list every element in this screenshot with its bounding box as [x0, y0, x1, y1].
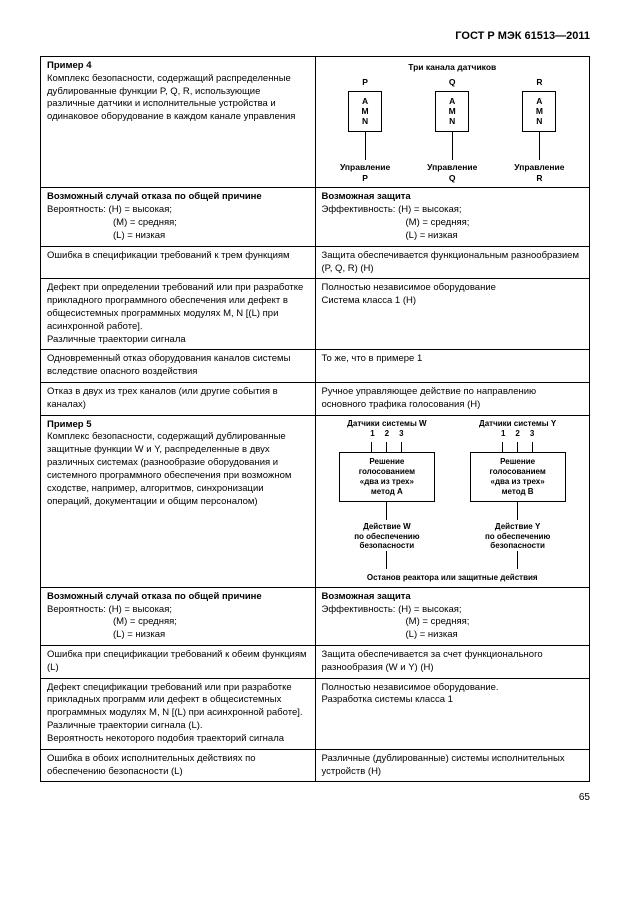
hdr5-left: Возможный случай отказа по общей причине… — [41, 587, 316, 645]
row5-1-r: Полностью независимое оборудование. Разр… — [315, 678, 590, 749]
row4-3-l: Отказ в двух из трех каналов (или другие… — [41, 383, 316, 416]
sysy-vline — [517, 502, 518, 520]
channel-r-label-top: R — [536, 77, 542, 88]
channel-p: P AMN УправлениеP — [340, 77, 390, 184]
page-container: ГОСТ Р МЭК 61513—2011 Пример 4 Комплекс … — [0, 0, 630, 823]
content-table: Пример 4 Комплекс безопасности, содержащ… — [40, 56, 590, 782]
sysw-sensors: 123 — [370, 429, 403, 440]
sysy-caption: Датчики системы Y — [479, 419, 556, 430]
example4-desc: Комплекс безопасности, содержащий распре… — [47, 73, 295, 122]
row4-1-r: Полностью независимое оборудование Систе… — [315, 279, 590, 350]
channel-q-ctrl: УправлениеQ — [427, 162, 477, 185]
channel-r-line — [539, 132, 540, 160]
sysw-vline2 — [386, 551, 387, 569]
channel-r-ctrl: УправлениеR — [514, 162, 564, 185]
row5-2-l: Ошибка в обоих исполнительных действиях … — [41, 749, 316, 782]
row5-0-l: Ошибка при спецификации требований к обе… — [41, 646, 316, 679]
channel-p-ctrl: УправлениеP — [340, 162, 390, 185]
row4-3-r: Ручное управляющее действие по направлен… — [315, 383, 590, 416]
vote-box-b: Решение голосованием «два из трех» метод… — [470, 452, 566, 502]
row4-0-l: Ошибка в спецификации требований к трем … — [41, 246, 316, 279]
diagram4-channels: P AMN УправлениеP Q AMN УправлениеQ — [322, 77, 584, 184]
hdr4-left-title: Возможный случай отказа по общей причине — [47, 191, 262, 202]
example5-title: Пример 5 — [47, 419, 92, 430]
sysw-caption: Датчики системы W — [347, 419, 426, 430]
hdr5-right-l2: (M) = средняя; — [406, 616, 470, 629]
action-w: Действие W по обеспечению безопасности — [354, 522, 419, 551]
example4-desc-cell: Пример 4 Комплекс безопасности, содержащ… — [41, 57, 316, 188]
example4-diagram-cell: Три канала датчиков P AMN УправлениеP Q — [315, 57, 590, 188]
example5-diagram: Датчики системы W 123 Решение голосовани… — [322, 419, 584, 584]
example5-desc-cell: Пример 5 Комплекс безопасности, содержащ… — [41, 415, 316, 587]
hdr4-left: Возможный случай отказа по общей причине… — [41, 188, 316, 246]
row5-2-r: Различные (дублированные) системы исполн… — [315, 749, 590, 782]
document-id: ГОСТ Р МЭК 61513—2011 — [40, 30, 590, 42]
hdr4-right-l1: Эффективность: (H) = высокая; — [322, 204, 462, 215]
hdr4-right: Возможная защита Эффективность: (H) = вы… — [315, 188, 590, 246]
hdr4-right-l3: (L) = низкая — [406, 230, 458, 243]
channel-p-label-top: P — [362, 77, 368, 88]
vote-box-a: Решение голосованием «два из трех» метод… — [339, 452, 435, 502]
system-y-col: Датчики системы Y 123 Решение голосовани… — [455, 419, 581, 569]
hdr4-left-l2: (M) = средняя; — [113, 217, 177, 230]
row4-2-l: Одновременный отказ оборудования каналов… — [41, 350, 316, 383]
channel-q-label-top: Q — [449, 77, 456, 88]
example5-diagram-cell: Датчики системы W 123 Решение голосовани… — [315, 415, 590, 587]
sysy-lines — [502, 442, 533, 452]
channel-p-box: AMN — [348, 91, 382, 132]
example4-diagram: Три канала датчиков P AMN УправлениеP Q — [322, 62, 584, 184]
hdr5-right-title: Возможная защита — [322, 591, 411, 602]
row4-2-r: То же, что в примере 1 — [315, 350, 590, 383]
channel-q-box: AMN — [435, 91, 469, 132]
hdr5-left-title: Возможный случай отказа по общей причине — [47, 591, 262, 602]
hdr5-left-l3: (L) = низкая — [113, 629, 165, 642]
diagram4-caption: Три канала датчиков — [322, 62, 584, 73]
diagram5-final-caption: Останов реактора или защитные действия — [322, 573, 584, 584]
hdr5-left-l2: (M) = средняя; — [113, 616, 177, 629]
row4-1-l: Дефект при определении требований или пр… — [41, 279, 316, 350]
hdr4-right-l2: (M) = средняя; — [406, 217, 470, 230]
hdr4-left-l1: Вероятность: (H) = высокая; — [47, 204, 172, 215]
action-y: Действие Y по обеспечению безопасности — [485, 522, 550, 551]
sysy-sensors: 123 — [501, 429, 534, 440]
channel-q-line — [452, 132, 453, 160]
row4-0-r: Защита обеспечивается функциональным раз… — [315, 246, 590, 279]
hdr5-right-l1: Эффективность: (H) = высокая; — [322, 604, 462, 615]
page-number: 65 — [40, 792, 590, 803]
example5-desc: Комплекс безопасности, содержащий дублир… — [47, 431, 291, 506]
hdr5-right-l3: (L) = низкая — [406, 629, 458, 642]
system-w-col: Датчики системы W 123 Решение голосовани… — [324, 419, 450, 569]
sysy-vline2 — [517, 551, 518, 569]
example4-title: Пример 4 — [47, 60, 92, 71]
hdr4-left-l3: (L) = низкая — [113, 230, 165, 243]
channel-q: Q AMN УправлениеQ — [427, 77, 477, 184]
hdr4-right-title: Возможная защита — [322, 191, 411, 202]
hdr5-right: Возможная защита Эффективность: (H) = вы… — [315, 587, 590, 645]
row5-1-l: Дефект спецификации требований или при р… — [41, 678, 316, 749]
channel-r-box: AMN — [522, 91, 556, 132]
hdr5-left-l1: Вероятность: (H) = высокая; — [47, 604, 172, 615]
sysw-lines — [371, 442, 402, 452]
row5-0-r: Защита обеспечивается за счет функционал… — [315, 646, 590, 679]
channel-p-line — [365, 132, 366, 160]
channel-r: R AMN УправлениеR — [514, 77, 564, 184]
sysw-vline — [386, 502, 387, 520]
